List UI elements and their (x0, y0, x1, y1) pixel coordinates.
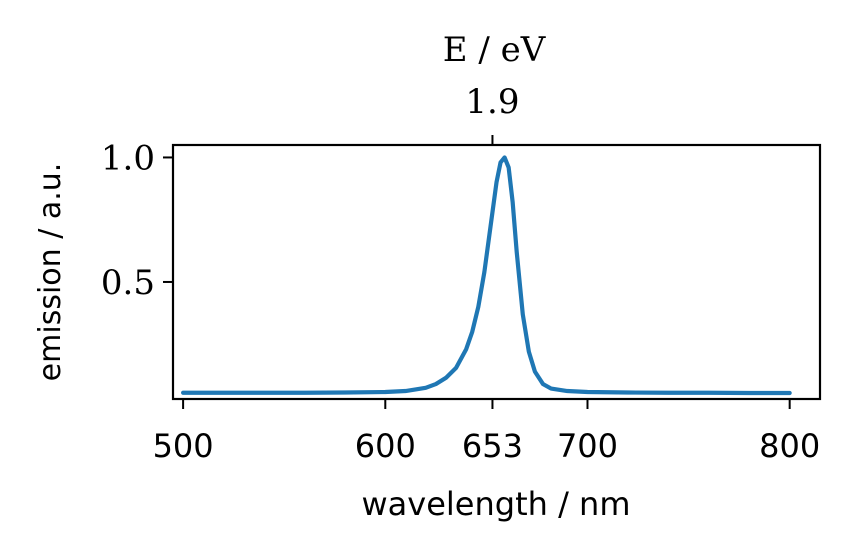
x-tick-label: 500 (153, 427, 214, 465)
series-line-0 (181, 155, 792, 396)
x-axis-label: wavelength / nm (362, 485, 631, 523)
x-tick-label: 600 (355, 427, 416, 465)
top-tick-label: 1.9 (465, 82, 519, 122)
y-tick-label: 0.5 (101, 263, 155, 303)
tick-group: 500 600 653 700 800 0.5 1.0 1.9 (101, 82, 820, 465)
x-tick-label: 700 (557, 427, 618, 465)
top-axis-label: E / eV (443, 30, 547, 70)
x-tick-label: 800 (759, 427, 820, 465)
y-axis-label: emission / a.u. (33, 163, 68, 382)
axes-frame (171, 143, 822, 401)
plot-area (181, 155, 792, 396)
x-tick-label: 653 (462, 427, 523, 465)
y-tick-label: 1.0 (101, 138, 155, 178)
